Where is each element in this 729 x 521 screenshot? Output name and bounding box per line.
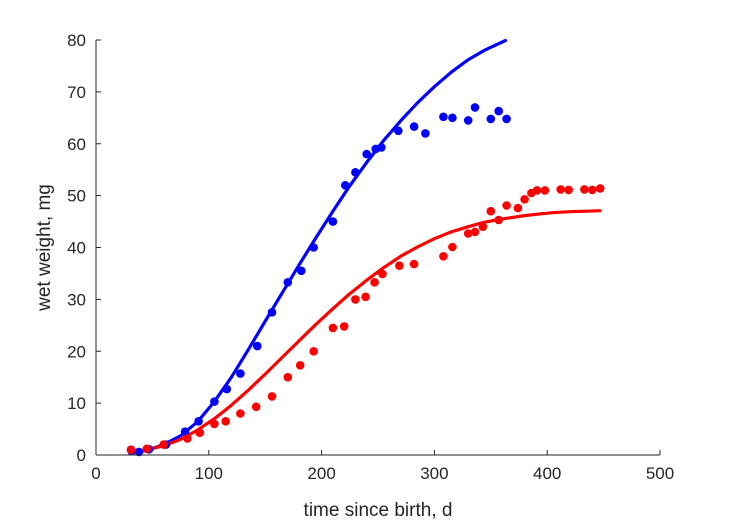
data-point	[409, 259, 419, 269]
data-point	[470, 227, 480, 237]
y-tick-label: 20	[67, 342, 86, 361]
data-point	[448, 113, 457, 123]
data-point	[159, 440, 168, 449]
fit-lines	[128, 38, 602, 455]
points-series-1	[126, 103, 511, 457]
data-point	[513, 203, 523, 213]
data-point	[251, 402, 261, 412]
x-ticks: 0 100 200 300 400 500	[91, 450, 674, 483]
data-point	[236, 409, 245, 418]
data-point	[494, 215, 504, 225]
data-point	[362, 149, 372, 159]
data-point	[126, 445, 136, 455]
y-tick-label: 10	[67, 394, 86, 413]
data-point	[439, 251, 448, 261]
x-tick-label: 300	[420, 464, 448, 483]
data-point	[395, 261, 404, 271]
data-point	[502, 114, 511, 124]
data-point	[463, 229, 473, 238]
data-point	[328, 217, 338, 226]
fit-line-series-1	[128, 38, 508, 455]
data-point	[421, 129, 430, 138]
data-point	[295, 361, 305, 370]
data-point	[361, 292, 370, 302]
y-tick-label: 50	[67, 187, 86, 206]
data-point	[520, 195, 529, 204]
data-point	[267, 308, 277, 317]
data-point	[588, 185, 597, 195]
y-tick-label: 40	[67, 239, 86, 258]
data-point	[283, 278, 293, 287]
data-point	[351, 168, 360, 177]
data-point	[341, 181, 350, 190]
data-point	[486, 114, 496, 124]
data-point	[439, 112, 448, 122]
data-point	[183, 434, 192, 443]
axes	[95, 40, 660, 456]
points-series-2	[126, 184, 605, 455]
y-tick-label: 70	[67, 83, 86, 102]
data-point	[494, 106, 504, 116]
data-point	[564, 185, 573, 195]
data-point	[210, 419, 219, 429]
data-point	[283, 372, 293, 382]
y-tick-label: 60	[67, 135, 86, 154]
data-point	[180, 427, 190, 437]
data-point	[556, 185, 565, 194]
data-point	[328, 323, 338, 333]
x-axis-label: time since birth, d	[304, 500, 453, 521]
data-point	[351, 295, 360, 304]
data-point	[309, 347, 319, 356]
x-tick-label: 500	[646, 464, 674, 483]
data-point	[595, 184, 605, 193]
x-tick-label: 400	[533, 464, 561, 483]
data-point	[339, 322, 349, 331]
y-ticks: 0 10 20 30 40 50 60 70 80	[67, 31, 101, 465]
data-point	[580, 185, 589, 194]
data-point	[142, 444, 152, 454]
data-point	[470, 103, 480, 112]
x-tick-label: 100	[195, 464, 223, 483]
fit-line-series-2	[128, 209, 602, 454]
data-point	[222, 384, 232, 394]
data-point	[195, 428, 205, 438]
data-point	[486, 206, 496, 216]
data-point	[377, 143, 386, 152]
x-tick-label: 200	[307, 464, 335, 483]
data-point	[540, 186, 550, 195]
data-point	[370, 278, 379, 287]
y-tick-label: 30	[67, 290, 86, 309]
data-point	[478, 222, 488, 231]
data-point	[252, 341, 262, 351]
data-point	[409, 122, 419, 131]
data-points	[126, 103, 605, 457]
data-point	[297, 266, 306, 276]
data-point	[309, 243, 319, 252]
data-point	[194, 417, 203, 426]
x-tick-label: 0	[91, 464, 100, 483]
data-point	[502, 201, 511, 210]
data-point	[236, 369, 245, 378]
data-point	[210, 397, 219, 406]
data-point	[378, 269, 387, 279]
y-axis-label: wet weight, mg	[34, 184, 55, 312]
data-point	[134, 447, 144, 457]
data-point	[394, 126, 403, 136]
data-point	[463, 116, 473, 125]
data-point	[448, 242, 457, 252]
data-point	[532, 186, 542, 195]
data-point	[267, 392, 277, 401]
y-tick-label: 80	[67, 31, 86, 50]
y-tick-label: 0	[77, 446, 86, 465]
data-point	[221, 417, 230, 426]
